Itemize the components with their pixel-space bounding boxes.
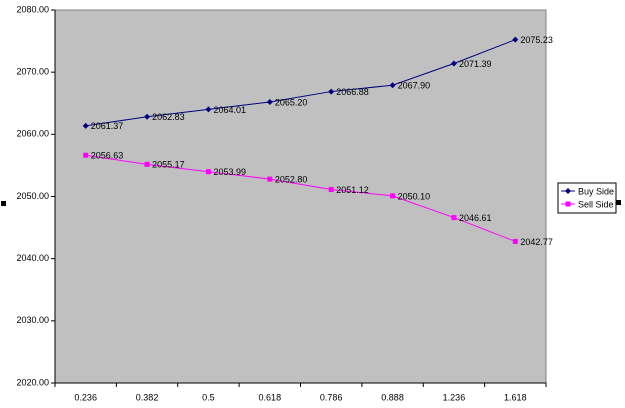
data-point [389, 82, 396, 89]
x-tick-label: 1.618 [504, 392, 527, 402]
legend-label: Sell Side [578, 199, 614, 209]
data-label: 2066.88 [336, 87, 369, 97]
data-label: 2055.17 [152, 160, 185, 170]
data-label: 2056.63 [91, 151, 124, 161]
legend-marker [565, 188, 571, 194]
data-point [450, 60, 457, 67]
legend-label: Buy Side [578, 186, 614, 196]
y-tick-label: 2050.00 [16, 191, 49, 201]
data-point [512, 238, 518, 244]
data-label: 2061.37 [91, 121, 124, 131]
data-label: 2052.80 [275, 174, 308, 184]
data-label: 2046.61 [459, 213, 492, 223]
data-point [205, 106, 212, 113]
data-point [267, 176, 273, 182]
data-point [512, 36, 519, 43]
data-label: 2042.77 [520, 237, 553, 247]
series-line [85, 39, 516, 127]
data-point [144, 161, 150, 167]
data-point [266, 99, 273, 106]
data-label: 2062.83 [152, 112, 185, 122]
x-tick-label: 0.5 [202, 392, 215, 402]
frame-handle [1, 201, 6, 206]
data-label: 2053.99 [213, 167, 246, 177]
data-label: 2065.20 [275, 97, 308, 107]
data-point [328, 88, 335, 95]
x-tick-label: 1.236 [443, 392, 466, 402]
data-label: 2067.90 [398, 81, 431, 91]
data-point [390, 193, 396, 199]
legend-marker [565, 201, 571, 207]
y-tick-label: 2020.00 [16, 377, 49, 387]
x-tick-label: 0.618 [259, 392, 282, 402]
plot-area [54, 9, 547, 384]
y-tick-label: 2060.00 [16, 129, 49, 139]
x-tick-label: 0.236 [74, 392, 97, 402]
y-tick-label: 2040.00 [16, 253, 49, 263]
data-label: 2071.39 [459, 59, 492, 69]
data-point [205, 169, 211, 175]
frame-handle [616, 200, 621, 205]
series-line [85, 154, 516, 242]
data-point [328, 187, 334, 193]
x-tick-label: 0.786 [320, 392, 343, 402]
x-tick-label: 0.888 [381, 392, 404, 402]
data-label: 2050.10 [398, 191, 431, 201]
legend [557, 182, 617, 214]
data-label: 2064.01 [213, 105, 246, 115]
x-tick-label: 0.382 [136, 392, 159, 402]
data-label: 2075.23 [520, 35, 553, 45]
y-tick-label: 2080.00 [16, 4, 49, 14]
data-point [144, 113, 151, 120]
data-point [451, 215, 457, 221]
data-point [82, 122, 89, 129]
y-tick-label: 2070.00 [16, 67, 49, 77]
data-point [83, 152, 89, 158]
data-label: 2051.12 [336, 185, 369, 195]
y-tick-label: 2030.00 [16, 315, 49, 325]
